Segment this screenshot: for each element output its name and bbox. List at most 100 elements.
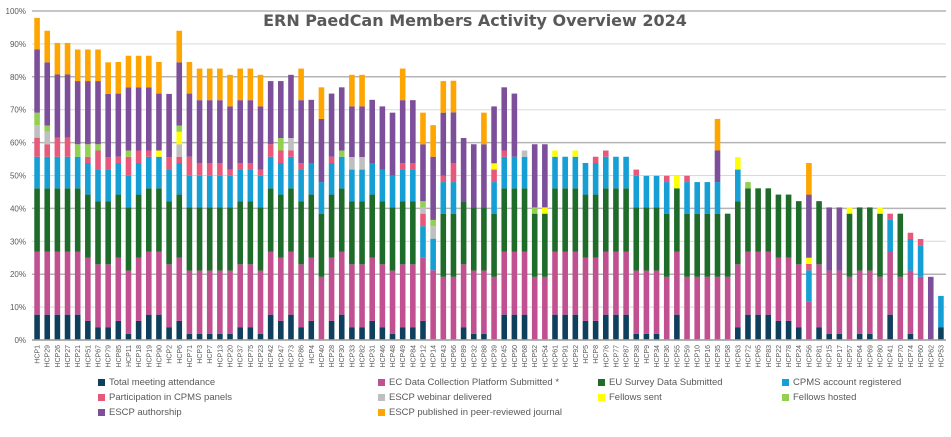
legend-item: EC Data Collection Platform Submitted *	[378, 377, 559, 388]
bar-segment	[227, 169, 233, 176]
bar-segment	[176, 30, 183, 63]
bar-segment	[145, 188, 152, 252]
x-tick-label: HCP33	[349, 345, 356, 368]
bar-segment	[278, 150, 284, 163]
legend-label: Participation in CPMS panels	[109, 392, 233, 403]
bar-segment	[531, 276, 538, 340]
bar-segment	[552, 156, 558, 189]
x-tick-label: HCP83	[766, 345, 773, 368]
bar-segment	[684, 182, 690, 214]
x-tick-label: HCP41	[888, 345, 895, 368]
bar-segment	[806, 270, 812, 302]
bar-segment	[359, 74, 365, 107]
bar-segment	[714, 213, 721, 277]
bar-segment	[318, 87, 325, 119]
bar-segment	[816, 201, 822, 265]
bar-segment	[775, 320, 782, 340]
x-tick-label: HCP78	[786, 345, 793, 368]
bar-segment	[34, 17, 40, 50]
x-tick-label: HCP29	[45, 345, 52, 368]
bar-segment	[735, 169, 741, 202]
bar-stack	[298, 68, 304, 340]
bar-stack	[74, 49, 81, 340]
x-tick-label: HCP67	[96, 345, 103, 368]
bar-segment	[592, 257, 599, 321]
bar-segment	[227, 175, 233, 208]
bar-segment	[166, 93, 172, 158]
gridlines	[32, 10, 946, 341]
legend-label: ESCP published in peer-reviewed journal	[389, 407, 563, 418]
x-tick-label: HCP18	[136, 345, 143, 368]
legend-label: CPMS account registered	[793, 377, 902, 388]
bar-segment	[440, 213, 447, 277]
bar-segment	[267, 156, 274, 189]
bar-segment	[237, 327, 243, 340]
bar-segment	[531, 213, 538, 277]
bar-segment	[806, 301, 812, 340]
x-tick-label: HCP13	[217, 345, 224, 368]
bar-segment	[74, 251, 81, 315]
x-tick-label: HCP58	[725, 345, 732, 368]
bar-segment	[196, 207, 203, 271]
bar-segment	[105, 264, 111, 328]
bar-segment	[816, 327, 822, 340]
y-tick-label: 50%	[10, 172, 26, 181]
x-tick-label: HCP47	[278, 345, 285, 368]
bar-segment	[470, 144, 477, 208]
bar-stack	[125, 55, 132, 340]
bar-segment	[349, 169, 355, 202]
bar-segment	[562, 156, 568, 189]
bar-stack	[745, 182, 751, 340]
bar-segment	[298, 100, 304, 164]
bar-segment	[420, 257, 426, 321]
legend-item: Fellows hosted	[782, 392, 856, 403]
bar-segment	[511, 314, 518, 340]
legend-item: Total meeting attendance	[98, 377, 215, 388]
x-tick-label: HCP32	[471, 345, 478, 368]
bar-segment	[877, 276, 883, 340]
bar-segment	[338, 87, 345, 151]
bar-segment	[826, 270, 833, 334]
bar-segment	[613, 188, 619, 252]
bar-segment	[156, 251, 162, 315]
bar-segment	[54, 74, 61, 138]
bar-segment	[278, 194, 284, 258]
bar-segment	[714, 118, 721, 151]
bar-segment	[145, 150, 152, 157]
x-tick-label: HCP28	[329, 345, 336, 368]
bar-segment	[552, 188, 558, 252]
bar-segment	[572, 314, 579, 340]
bar-segment	[582, 194, 589, 258]
bar-segment	[145, 156, 152, 189]
bar-segment	[95, 81, 101, 145]
bar-segment	[237, 264, 243, 328]
bar-segment	[95, 150, 101, 170]
bar-segment	[278, 137, 284, 151]
bar-segment	[125, 87, 132, 151]
bar-segment	[735, 327, 741, 340]
bar-segment	[481, 144, 487, 208]
legend-swatch	[782, 379, 789, 386]
x-tick-label: HCP53	[938, 345, 945, 368]
bar-segment	[34, 314, 40, 340]
bar-segment	[633, 270, 640, 334]
x-tick-label: HCP57	[847, 345, 854, 368]
x-tick-label: HCP30	[339, 345, 346, 368]
bar-segment	[531, 207, 538, 214]
bar-segment	[74, 314, 81, 340]
bar-segment	[399, 100, 406, 164]
bar-stack	[389, 112, 396, 340]
bar-segment	[907, 270, 914, 334]
bar-stack	[531, 144, 538, 340]
bar-segment	[257, 207, 264, 271]
x-tick-label: HCP63	[735, 345, 742, 368]
legend-swatch	[378, 379, 385, 386]
bar-segment	[653, 270, 660, 334]
bar-segment	[278, 257, 284, 321]
bar-segment	[64, 156, 71, 189]
bar-segment	[663, 276, 670, 340]
bar-stack	[714, 118, 721, 340]
bar-segment	[135, 150, 142, 163]
bar-segment	[592, 320, 599, 340]
bar-segment	[399, 327, 406, 340]
